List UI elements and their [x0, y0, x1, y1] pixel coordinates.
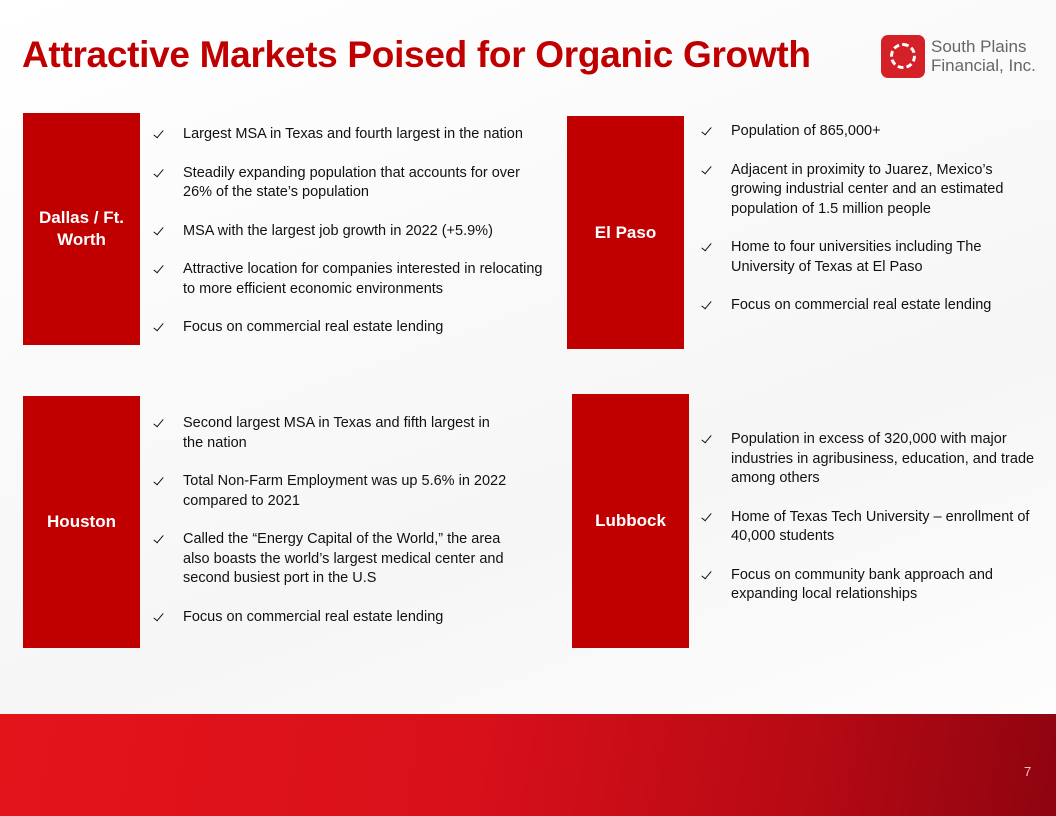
bullet: Second largest MSA in Texas and fifth la… [183, 414, 513, 453]
bullet: Largest MSA in Texas and fourth largest … [183, 125, 548, 145]
market-label: Houston [23, 396, 140, 648]
bullet: Focus on community bank approach and exp… [731, 566, 1041, 605]
bullet: Focus on commercial real estate lending [731, 296, 1036, 316]
logo-icon [881, 35, 925, 78]
bullet: Home of Texas Tech University – enrollme… [731, 508, 1041, 547]
bullet: Population of 865,000+ [731, 122, 1036, 142]
market-label: Dallas / Ft. Worth [23, 113, 140, 345]
bullet: Focus on commercial real estate lending [183, 608, 513, 628]
bullet: Called the “Energy Capital of the World,… [183, 530, 513, 589]
bullet-list: Population of 865,000+ Adjacent in proxim… [731, 122, 1036, 335]
bullet: Home to four universities including The … [731, 238, 1036, 277]
bullet: Focus on commercial real estate lending [183, 318, 548, 338]
bullet: Steadily expanding population that accou… [183, 164, 548, 203]
title: Attractive Markets Poised for Organic Gr… [22, 34, 811, 75]
bullet-list: Population in excess of 320,000 with maj… [731, 430, 1041, 624]
logo-text: South Plains [931, 37, 1027, 56]
footer-band [0, 714, 1056, 816]
bullet: Population in excess of 320,000 with maj… [731, 430, 1041, 489]
market-label: Lubbock [572, 394, 689, 648]
market-label: El Paso [567, 116, 684, 349]
page-number: 7 [1024, 764, 1032, 779]
bullet: Total Non-Farm Employment was up 5.6% in… [183, 472, 513, 511]
bullet: Attractive location for companies intere… [183, 260, 548, 299]
bullet: MSA with the largest job growth in 2022 … [183, 222, 548, 242]
bullet-list: Second largest MSA in Texas and fifth la… [183, 414, 513, 646]
bullet: Adjacent in proximity to Juarez, Mexico’… [731, 161, 1036, 220]
bullet-list: Largest MSA in Texas and fourth largest … [183, 125, 548, 357]
logo-text: Financial, Inc. [931, 56, 1036, 75]
